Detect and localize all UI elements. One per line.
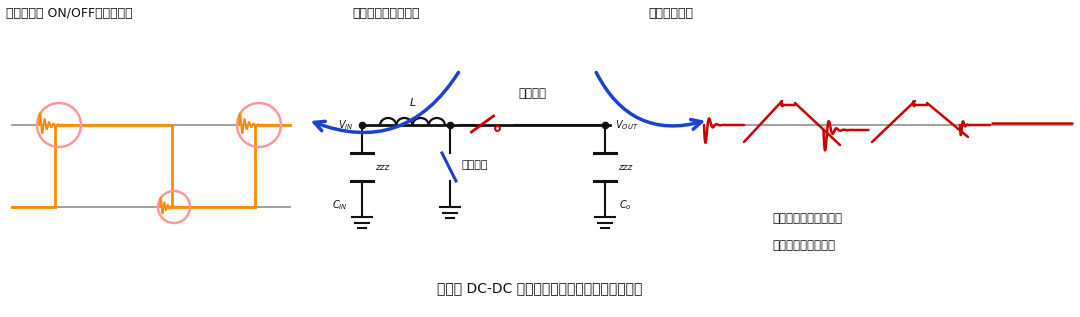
Text: 开关节点的电压波形: 开关节点的电压波形: [352, 7, 419, 20]
Text: $C_{IN}$: $C_{IN}$: [333, 198, 348, 212]
Text: zzz: zzz: [618, 163, 632, 171]
Text: 输出电压波形: 输出电压波形: [648, 7, 693, 20]
Text: L: L: [409, 98, 416, 108]
Text: 低边开关的 ON/OFF引发的振动: 低边开关的 ON/OFF引发的振动: [6, 7, 133, 20]
Text: 升压型 DC-DC 转换器的开关节点和输出电压波形: 升压型 DC-DC 转换器的开关节点和输出电压波形: [437, 281, 643, 295]
FancyArrowPatch shape: [314, 72, 459, 133]
FancyArrowPatch shape: [596, 73, 702, 129]
Text: 低边开关: 低边开关: [462, 160, 488, 170]
Text: $V_{IN}$: $V_{IN}$: [338, 118, 354, 132]
Text: $V_{OUT}$: $V_{OUT}$: [615, 118, 638, 132]
Text: 振铃导致的高频噪声: 振铃导致的高频噪声: [772, 239, 835, 252]
Text: 输出电压的纹波电压和: 输出电压的纹波电压和: [772, 212, 842, 225]
Text: $C_o$: $C_o$: [619, 198, 632, 212]
Text: zzz: zzz: [375, 163, 389, 171]
Text: 高边开关: 高边开关: [518, 87, 546, 100]
